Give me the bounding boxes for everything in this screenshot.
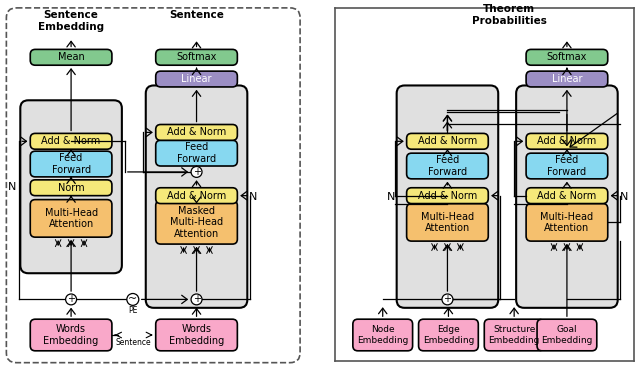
Text: Softmax: Softmax: [177, 52, 217, 62]
FancyBboxPatch shape: [526, 71, 608, 87]
FancyBboxPatch shape: [156, 188, 237, 204]
Text: Masked
Multi-Head
Attention: Masked Multi-Head Attention: [170, 206, 223, 239]
FancyBboxPatch shape: [146, 86, 247, 308]
Circle shape: [191, 166, 202, 177]
Text: Feed
Forward: Feed Forward: [177, 142, 216, 164]
FancyBboxPatch shape: [156, 49, 237, 65]
Circle shape: [127, 293, 139, 306]
FancyBboxPatch shape: [406, 188, 488, 204]
FancyBboxPatch shape: [353, 319, 413, 351]
Circle shape: [191, 294, 202, 305]
Text: Add & Norm: Add & Norm: [167, 127, 226, 137]
Text: Add & Norm: Add & Norm: [418, 136, 477, 146]
Text: ~: ~: [128, 294, 138, 304]
Text: Add & Norm: Add & Norm: [42, 136, 100, 146]
FancyBboxPatch shape: [526, 153, 608, 179]
FancyBboxPatch shape: [516, 86, 618, 308]
FancyBboxPatch shape: [484, 319, 544, 351]
Circle shape: [442, 294, 453, 305]
Text: Edge
Embedding: Edge Embedding: [423, 325, 474, 345]
Text: +: +: [67, 294, 75, 304]
Text: Add & Norm: Add & Norm: [538, 136, 596, 146]
FancyBboxPatch shape: [406, 153, 488, 179]
Text: Add & Norm: Add & Norm: [538, 191, 596, 201]
Text: PE: PE: [128, 306, 138, 315]
Text: +: +: [193, 167, 200, 177]
FancyBboxPatch shape: [156, 140, 237, 166]
Text: Sentence: Sentence: [115, 338, 150, 347]
Text: +: +: [444, 294, 451, 304]
Text: N: N: [387, 192, 395, 201]
Text: Softmax: Softmax: [547, 52, 587, 62]
FancyBboxPatch shape: [30, 49, 112, 65]
FancyBboxPatch shape: [419, 319, 478, 351]
FancyBboxPatch shape: [526, 188, 608, 204]
Text: Multi-Head
Attention: Multi-Head Attention: [540, 211, 593, 233]
Text: Feed
Forward: Feed Forward: [428, 155, 467, 177]
Text: Multi-Head
Attention: Multi-Head Attention: [421, 211, 474, 233]
Text: Structure
Embedding: Structure Embedding: [488, 325, 540, 345]
FancyBboxPatch shape: [30, 180, 112, 196]
FancyBboxPatch shape: [406, 134, 488, 149]
Text: Norm: Norm: [58, 183, 84, 193]
Text: +: +: [193, 294, 200, 304]
Text: N: N: [620, 192, 628, 201]
FancyBboxPatch shape: [537, 319, 596, 351]
Text: Theorem
Probabilities: Theorem Probabilities: [472, 4, 547, 25]
FancyBboxPatch shape: [156, 124, 237, 140]
Text: Node
Embedding: Node Embedding: [357, 325, 408, 345]
Text: Sentence
Embedding: Sentence Embedding: [38, 10, 104, 31]
Text: Mean: Mean: [58, 52, 84, 62]
FancyBboxPatch shape: [30, 200, 112, 237]
Text: Linear: Linear: [552, 74, 582, 84]
Circle shape: [66, 294, 77, 305]
FancyBboxPatch shape: [156, 201, 237, 244]
FancyBboxPatch shape: [397, 86, 498, 308]
Text: Add & Norm: Add & Norm: [418, 191, 477, 201]
FancyBboxPatch shape: [156, 319, 237, 351]
FancyBboxPatch shape: [20, 100, 122, 273]
Text: Multi-Head
Attention: Multi-Head Attention: [45, 208, 98, 229]
Text: Words
Embedding: Words Embedding: [169, 324, 224, 346]
Text: Feed
Forward: Feed Forward: [52, 153, 91, 175]
FancyBboxPatch shape: [30, 319, 112, 351]
Text: Feed
Forward: Feed Forward: [547, 155, 586, 177]
FancyBboxPatch shape: [526, 49, 608, 65]
FancyBboxPatch shape: [30, 134, 112, 149]
Text: Linear: Linear: [181, 74, 212, 84]
Text: Add & Norm: Add & Norm: [167, 191, 226, 201]
Text: Goal
Embedding: Goal Embedding: [541, 325, 593, 345]
FancyBboxPatch shape: [156, 71, 237, 87]
FancyBboxPatch shape: [526, 134, 608, 149]
FancyBboxPatch shape: [30, 151, 112, 177]
Text: Sentence: Sentence: [169, 10, 224, 20]
Text: Words
Embedding: Words Embedding: [44, 324, 99, 346]
Text: N: N: [249, 192, 257, 201]
FancyBboxPatch shape: [526, 204, 608, 241]
Text: N: N: [8, 182, 17, 192]
FancyBboxPatch shape: [406, 204, 488, 241]
